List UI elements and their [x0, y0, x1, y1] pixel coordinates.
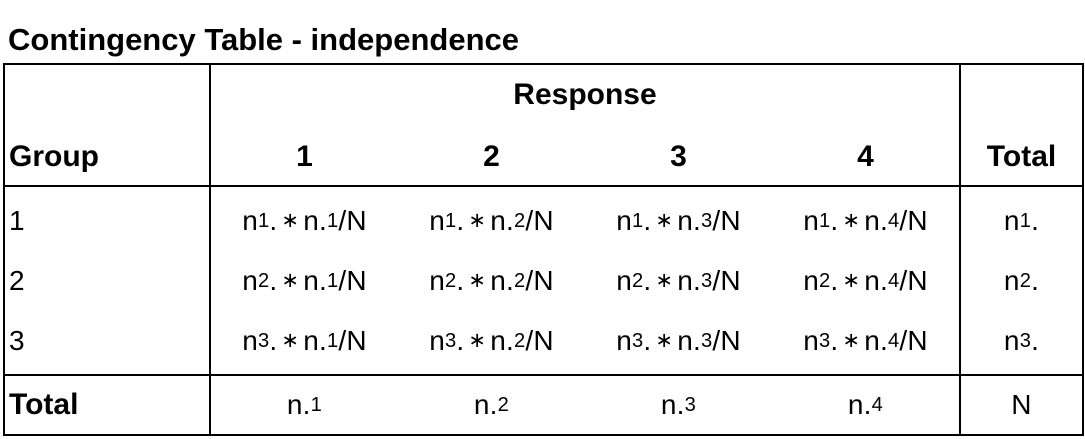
expected-count-2-3: n 2. ∗ n. 3/N: [616, 265, 741, 296]
column-header-4: 4: [857, 140, 874, 173]
column-total-3: n. 3: [660, 389, 697, 420]
table-border-top: [3, 63, 1084, 65]
expected-count-2-2: n 2. ∗ n. 2/N: [429, 265, 554, 296]
table-border-right: [1082, 63, 1084, 436]
group-header: Group: [9, 140, 99, 173]
column-header-3: 3: [670, 140, 687, 173]
column-total-2: n. 2: [473, 389, 510, 420]
column-total-1: n. 1: [286, 389, 323, 420]
totals-row-label: Total: [9, 388, 79, 421]
total-column-header: Total: [986, 140, 1057, 173]
table-border-bottom: [3, 434, 1084, 436]
expected-count-1-1: n 1. ∗ n. 1/N: [242, 205, 367, 236]
response-header: Response: [513, 78, 657, 111]
table-border-left: [3, 63, 5, 436]
column-total-4: n. 4: [847, 389, 884, 420]
row-label-2: 2: [9, 265, 25, 296]
header-divider: [3, 185, 1084, 187]
expected-count-3-3: n 3. ∗ n. 3/N: [616, 325, 741, 356]
group-column-divider: [209, 63, 211, 436]
totals-row-divider: [3, 374, 1084, 376]
expected-count-3-4: n 3. ∗ n. 4/N: [803, 325, 928, 356]
column-header-1: 1: [296, 140, 313, 173]
page-title: Contingency Table - independence: [8, 22, 519, 57]
expected-count-2-1: n 2. ∗ n. 1/N: [242, 265, 367, 296]
expected-count-1-2: n 1. ∗ n. 2/N: [429, 205, 554, 236]
expected-count-1-4: n 1. ∗ n. 4/N: [803, 205, 928, 236]
column-header-2: 2: [483, 140, 500, 173]
row-label-1: 1: [9, 205, 25, 236]
expected-count-3-2: n 3. ∗ n. 2/N: [429, 325, 554, 356]
total-column-divider: [959, 63, 961, 436]
expected-count-3-1: n 3. ∗ n. 1/N: [242, 325, 367, 356]
contingency-table: Response Group 1 2 3 4 Total 1 n 1. ∗ n. 1/N…: [3, 63, 1084, 436]
grand-total: N: [1011, 389, 1032, 420]
expected-count-1-3: n 1. ∗ n. 3/N: [616, 205, 741, 236]
row-label-3: 3: [9, 325, 25, 356]
expected-count-2-4: n 2. ∗ n. 4/N: [803, 265, 928, 296]
